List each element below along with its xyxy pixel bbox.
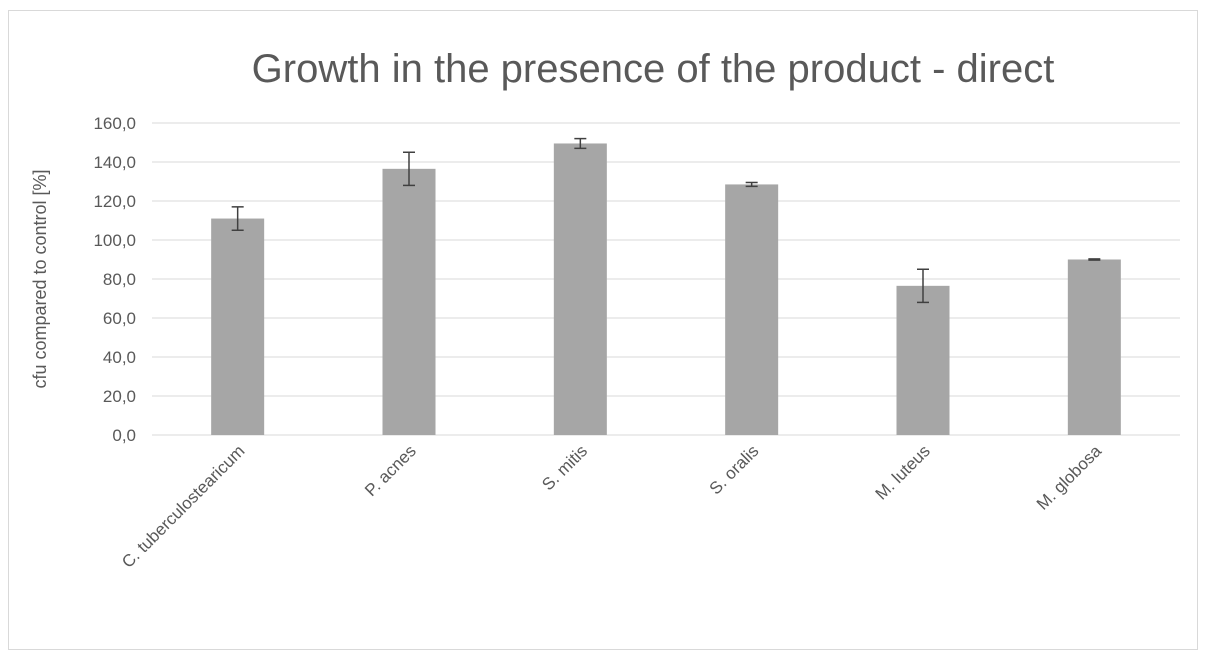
gridlines — [152, 122, 1180, 436]
bar — [896, 285, 950, 435]
x-tick-labels: C. tuberculostearicum P. acnes S. mitis S. … — [118, 441, 1105, 572]
error-bar — [917, 268, 929, 304]
y-tick-label: 0,0 — [112, 426, 136, 445]
x-tick-label: M. luteus — [872, 441, 934, 503]
y-tick-label: 40,0 — [103, 348, 136, 367]
error-bar — [1088, 258, 1101, 261]
error-bar — [403, 151, 415, 187]
bar — [211, 218, 265, 435]
x-tick-label: M. globosa — [1033, 441, 1106, 514]
error-bar — [745, 181, 758, 188]
y-tick-label: 120,0 — [93, 192, 136, 211]
x-tick-label: P. acnes — [361, 441, 420, 500]
y-tick-label: 60,0 — [103, 309, 136, 328]
y-axis-label: cfu compared to control [%] — [30, 169, 50, 388]
y-tick-label: 160,0 — [93, 114, 136, 133]
bar — [382, 168, 436, 435]
y-tick-label: 140,0 — [93, 153, 136, 172]
y-tick-labels: 0,0 20,0 40,0 60,0 80,0 100,0 120,0 140,0 160,0 — [93, 114, 136, 445]
x-tick-label: C. tuberculostearicum — [118, 441, 248, 571]
error-bar — [231, 206, 244, 231]
y-tick-label: 80,0 — [103, 270, 136, 289]
y-tick-label: 100,0 — [93, 231, 136, 250]
bar — [1067, 259, 1121, 435]
x-tick-label: S. mitis — [538, 441, 591, 494]
x-tick-label: S. oralis — [706, 441, 763, 498]
bars — [211, 143, 1121, 435]
bar-chart: Growth in the presence of the product - … — [30, 47, 1180, 572]
chart-title: Growth in the presence of the product - … — [252, 47, 1055, 91]
bar — [725, 184, 779, 435]
error-bars — [231, 137, 1101, 304]
error-bar — [574, 137, 587, 150]
bar — [553, 143, 607, 435]
y-tick-label: 20,0 — [103, 387, 136, 406]
